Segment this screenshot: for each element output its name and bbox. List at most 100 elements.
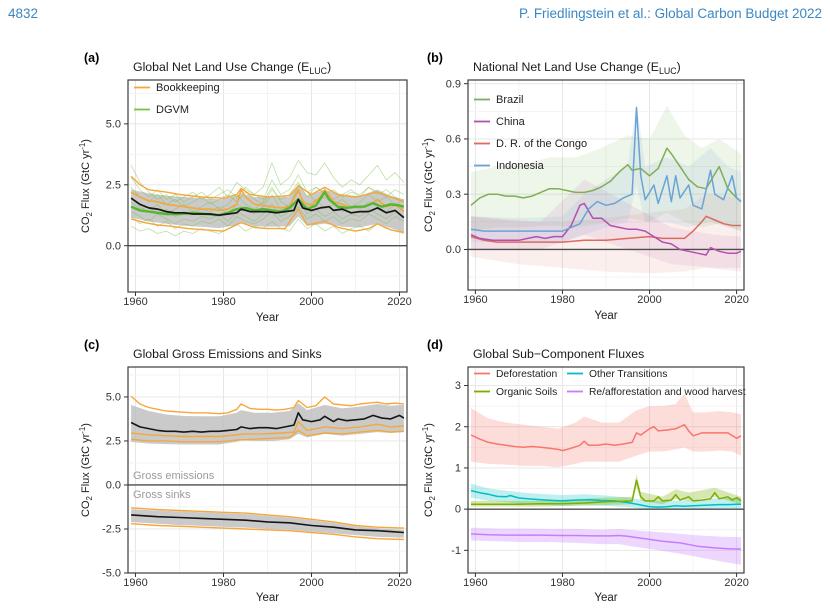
x-tick-label: 1980 — [211, 577, 235, 589]
y-tick-label: -1 — [451, 545, 461, 557]
band-congo-band — [471, 194, 741, 274]
y-tick-label: 0.0 — [446, 244, 461, 256]
plot-border — [467, 366, 745, 574]
x-tick-label: 1960 — [123, 296, 147, 308]
x-tick-label: 2020 — [724, 577, 748, 589]
panel-title: National Net Land Use Change (ELUC) — [473, 60, 681, 76]
line-dgvm-member-4 — [130, 218, 405, 237]
line-gross-sinks — [131, 514, 404, 534]
x-tick-label: 1980 — [550, 577, 574, 589]
legend-item-brazil: Brazil — [474, 94, 524, 106]
inner-label-above-zero: Gross emissions — [133, 470, 215, 482]
legend-item-bookkeeping: Bookkeeping — [134, 82, 220, 94]
x-tick-label: 1960 — [463, 294, 487, 306]
y-axis-label-text: CO2 Flux (GtC yr-1) — [421, 423, 437, 517]
x-tick-label: 2020 — [387, 577, 411, 589]
legend-label: D. R. of the Congo — [496, 138, 587, 150]
page-header: 4832 P. Friedlingstein et al.: Global Ca… — [8, 6, 822, 21]
x-tick-label: 2000 — [299, 577, 323, 589]
legend-label: Re/afforestation and wood harvest — [589, 387, 746, 398]
y-tick-label: 2 — [455, 421, 461, 433]
page-number: 4832 — [8, 6, 39, 21]
line-dgvm-member-5 — [130, 191, 405, 217]
band-reafforestation-band — [471, 527, 741, 565]
x-axis-label: Year — [594, 592, 617, 604]
plot-border — [467, 79, 745, 291]
inner-label-below-zero: Gross sinks — [133, 489, 191, 501]
legend-item-d-r-of-the-congo: D. R. of the Congo — [474, 138, 587, 150]
y-tick-label: 1 — [455, 463, 461, 475]
panel-letter: (d) — [427, 338, 443, 352]
legend-label: Indonesia — [496, 160, 545, 172]
running-title: P. Friedlingstein et al.: Global Carbon … — [519, 6, 822, 21]
band-other-transitions-band — [471, 483, 741, 510]
legend-label: Organic Soils — [496, 387, 557, 398]
x-tick-label: 2000 — [299, 296, 323, 308]
band-brazil-band — [471, 105, 741, 232]
line-emissions-upper — [130, 395, 404, 415]
legend-label: China — [496, 116, 526, 128]
legend-label: Deforestation — [496, 369, 558, 380]
y-axis-label: CO2 Flux (GtC yr-1) — [421, 423, 437, 517]
line-china — [470, 202, 742, 256]
x-tick-label: 1960 — [463, 577, 487, 589]
y-tick-label: -5.0 — [102, 568, 121, 580]
x-tick-label: 1960 — [123, 577, 147, 589]
line-emissions-mid — [131, 420, 404, 438]
panel-letter: (c) — [84, 338, 99, 352]
y-axis-label: CO2 Flux (GtC yr-1) — [78, 139, 94, 233]
y-axis-label-text: CO2 Flux (GtC yr-1) — [78, 423, 94, 517]
x-tick-label: 2020 — [724, 294, 748, 306]
y-tick-label: 5.0 — [106, 392, 121, 404]
line-indonesia — [470, 106, 742, 232]
x-tick-label: 2020 — [387, 296, 411, 308]
legend-item-re-afforestation-and-wood-harvest: Re/afforestation and wood harvest — [567, 387, 746, 398]
x-axis-label: Year — [594, 310, 617, 322]
y-tick-label: 2.5 — [106, 436, 121, 448]
y-tick-label: 3 — [455, 380, 461, 392]
band-indonesia-band — [471, 102, 741, 243]
plot-border — [127, 79, 408, 293]
legend-item-other-transitions: Other Transitions — [567, 369, 667, 380]
band-sinks-band — [131, 509, 404, 538]
y-tick-label: 0.9 — [446, 78, 461, 90]
y-tick-label: -2.5 — [102, 524, 121, 536]
y-axis-label-text: CO2 Flux (GtC yr-1) — [421, 138, 437, 232]
y-tick-label: 0 — [455, 504, 461, 516]
legend-label: Other Transitions — [589, 369, 667, 380]
panel-letter: (a) — [84, 51, 99, 65]
y-tick-label: 2.5 — [106, 179, 121, 191]
line-brazil — [470, 147, 742, 206]
x-axis-label: Year — [256, 312, 279, 324]
x-tick-label: 1980 — [211, 296, 235, 308]
y-tick-label: 0.6 — [446, 134, 461, 146]
panel-title: Global Net Land Use Change (ELUC) — [133, 60, 331, 76]
line-bookkeeping-lower — [130, 208, 405, 233]
line-sinks-upper — [131, 507, 404, 529]
legend-label: Bookkeeping — [156, 82, 220, 94]
legend-item-indonesia: Indonesia — [474, 160, 545, 172]
line-dgvm-member-6 — [130, 184, 405, 215]
x-tick-label: 1980 — [550, 294, 574, 306]
line-sinks-lower — [131, 523, 404, 541]
line-bookkeeping-upper — [130, 175, 405, 203]
y-axis-label: CO2 Flux (GtC yr-1) — [421, 138, 437, 232]
panel-c-chart: -5.0 -2.5 0.0 2.5 5.0 1960 1980 2000 2020 Year CO2… — [78, 338, 412, 604]
y-axis-label-text: CO2 Flux (GtC yr-1) — [78, 139, 94, 233]
panel-letter: (b) — [427, 51, 443, 65]
legend-item-dgvm: DGVM — [134, 104, 189, 116]
band-deforestation-band — [471, 393, 741, 468]
line-combined-mean — [130, 197, 405, 219]
y-tick-label: 0.0 — [106, 240, 121, 252]
line-deforestation — [470, 423, 742, 452]
y-tick-label: 0.0 — [106, 480, 121, 492]
y-axis-label: CO2 Flux (GtC yr-1) — [78, 423, 94, 517]
y-tick-label: 5.0 — [106, 118, 121, 130]
line-emissions-lower — [131, 429, 404, 443]
x-tick-label: 2000 — [637, 577, 661, 589]
panel-title: Global Gross Emissions and Sinks — [133, 347, 322, 361]
panel-a-chart: 0.0 2.5 5.0 1960 1980 2000 2020 Year CO2 Flux (G… — [78, 51, 412, 324]
legend-item-deforestation: Deforestation — [474, 369, 558, 380]
legend-item-china: China — [474, 116, 526, 128]
